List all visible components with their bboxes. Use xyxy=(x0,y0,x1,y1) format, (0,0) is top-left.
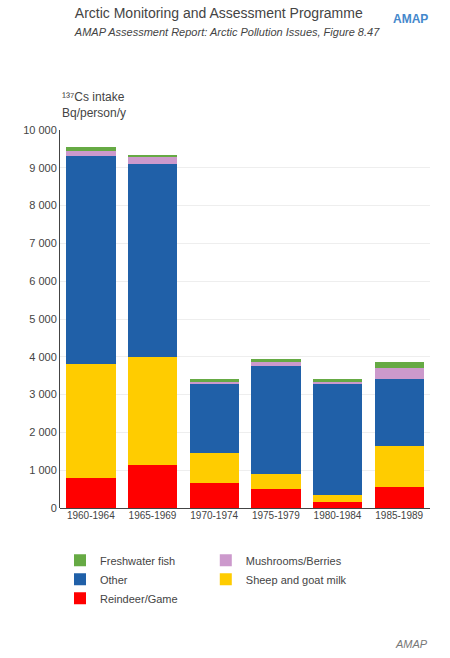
svg-text:4 000: 4 000 xyxy=(29,351,57,363)
svg-text:10 000: 10 000 xyxy=(23,124,57,136)
svg-text:AMAP: AMAP xyxy=(395,638,428,650)
svg-text:7 000: 7 000 xyxy=(29,237,57,249)
svg-text:8 000: 8 000 xyxy=(29,199,57,211)
svg-text:1 000: 1 000 xyxy=(29,464,57,476)
svg-text:0: 0 xyxy=(51,502,57,514)
svg-text:Sheep and goat milk: Sheep and goat milk xyxy=(246,574,347,586)
svg-text:1960-1964: 1960-1964 xyxy=(67,510,115,521)
svg-text:Reindeer/Game: Reindeer/Game xyxy=(100,593,178,605)
svg-text:Mushrooms/Berries: Mushrooms/Berries xyxy=(246,555,342,567)
svg-text:2 000: 2 000 xyxy=(29,426,57,438)
svg-text:1980-1984: 1980-1984 xyxy=(314,510,362,521)
svg-text:1970-1974: 1970-1974 xyxy=(190,510,238,521)
svg-text:Other: Other xyxy=(100,574,128,586)
svg-text:¹³⁷Cs intakeBq/person/y: ¹³⁷Cs intakeBq/person/y xyxy=(62,90,126,120)
svg-text:6 000: 6 000 xyxy=(29,275,57,287)
svg-text:1985-1989: 1985-1989 xyxy=(375,510,423,521)
svg-text:1975-1979: 1975-1979 xyxy=(252,510,300,521)
svg-text:5 000: 5 000 xyxy=(29,313,57,325)
svg-text:Freshwater fish: Freshwater fish xyxy=(100,555,175,567)
svg-text:9 000: 9 000 xyxy=(29,162,57,174)
svg-text:3 000: 3 000 xyxy=(29,388,57,400)
svg-text:1965-1969: 1965-1969 xyxy=(129,510,177,521)
svg-text:AMAP: AMAP xyxy=(393,12,428,26)
svg-text:Arctic Monitoring and Assessme: Arctic Monitoring and Assessment Program… xyxy=(74,5,380,38)
